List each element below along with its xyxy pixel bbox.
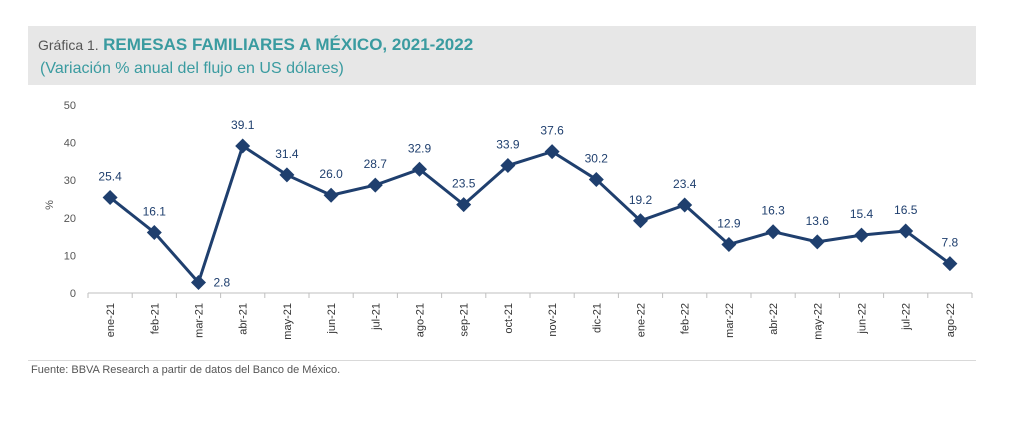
data-label: 31.4 (275, 147, 299, 161)
data-point-marker (191, 274, 206, 290)
x-tick-label: feb-21 (149, 303, 161, 334)
x-tick-label: dic-21 (591, 303, 603, 333)
data-point-marker (942, 256, 958, 272)
data-point-marker (677, 197, 693, 213)
y-tick-label: 10 (64, 250, 76, 262)
data-point-marker (588, 171, 604, 187)
data-point-marker (412, 161, 427, 177)
x-tick-label: mar-22 (724, 303, 736, 338)
x-tick-label: jun-21 (326, 303, 338, 335)
x-tick-label: nov-21 (547, 303, 559, 337)
data-point-marker (854, 227, 869, 243)
data-label: 28.7 (364, 157, 388, 171)
x-tick-label: feb-22 (680, 303, 692, 334)
chart-subtitle: (Variación % anual del flujo en US dólar… (40, 60, 344, 77)
data-point-marker (765, 224, 781, 240)
data-point-marker (898, 223, 914, 239)
data-point-marker (456, 197, 472, 213)
x-tick-label: jul-22 (901, 303, 913, 331)
y-tick-label: 30 (64, 175, 76, 187)
x-tick-label: abr-21 (238, 303, 250, 335)
data-label: 23.5 (452, 177, 476, 191)
data-point-marker (500, 158, 516, 174)
x-tick-label: may-22 (812, 303, 824, 340)
x-tick-label: ene-21 (105, 303, 117, 337)
chart-header: Gráfica 1. REMESAS FAMILIARES A MÉXICO, … (28, 26, 976, 85)
data-point-marker (633, 213, 648, 229)
series-line (109, 144, 951, 284)
x-tick-label: oct-21 (503, 303, 515, 334)
data-label: 12.9 (717, 216, 741, 230)
data-point-marker (323, 187, 339, 203)
data-label: 39.1 (231, 118, 255, 132)
data-point-marker (102, 189, 118, 205)
data-label: 7.8 (942, 236, 959, 250)
data-point-marker (146, 224, 162, 240)
data-label: 16.3 (761, 204, 785, 218)
x-tick-label: sep-21 (459, 303, 471, 337)
data-point-marker (367, 177, 383, 193)
x-tick-label: abr-22 (768, 303, 780, 335)
data-label: 16.5 (894, 203, 918, 217)
x-tick-label: mar-21 (194, 303, 206, 338)
chart-title-prefix: Gráfica 1. (38, 37, 99, 53)
x-tick-label: jul-21 (370, 303, 382, 331)
data-label: 19.2 (629, 193, 653, 207)
data-label: 13.6 (806, 214, 830, 228)
data-label: 23.4 (673, 177, 697, 191)
data-label: 25.4 (98, 169, 122, 183)
source-divider (28, 360, 976, 361)
data-point-marker (544, 144, 560, 160)
data-point-marker (279, 167, 295, 183)
chart-source: Fuente: BBVA Research a partir de datos … (31, 364, 341, 376)
x-tick-label: may-21 (282, 303, 294, 340)
y-tick-label: 40 (64, 138, 76, 150)
data-point-marker (809, 234, 825, 250)
x-tick-label: ene-22 (636, 303, 648, 337)
x-tick-label: ago-22 (945, 303, 957, 337)
y-tick-label: 50 (64, 100, 76, 112)
chart-title-main: REMESAS FAMILIARES A MÉXICO, 2021-2022 (103, 35, 474, 54)
data-point-marker (235, 138, 251, 154)
x-tick-label: ago-21 (415, 303, 427, 337)
x-tick-label: jun-22 (857, 303, 869, 335)
data-label: 33.9 (496, 138, 520, 152)
data-label: 30.2 (585, 151, 609, 165)
y-axis-label: % (44, 200, 56, 210)
data-label: 37.6 (540, 124, 564, 138)
data-point-marker (721, 236, 737, 252)
chart-title: Gráfica 1. REMESAS FAMILIARES A MÉXICO, … (38, 35, 473, 55)
y-tick-label: 0 (70, 288, 76, 300)
y-tick-label: 20 (64, 213, 76, 225)
data-label: 32.9 (408, 141, 432, 155)
data-label: 16.1 (143, 204, 167, 218)
data-label: 2.8 (214, 275, 231, 289)
data-label: 26.0 (319, 167, 343, 181)
data-label: 15.4 (850, 207, 874, 221)
